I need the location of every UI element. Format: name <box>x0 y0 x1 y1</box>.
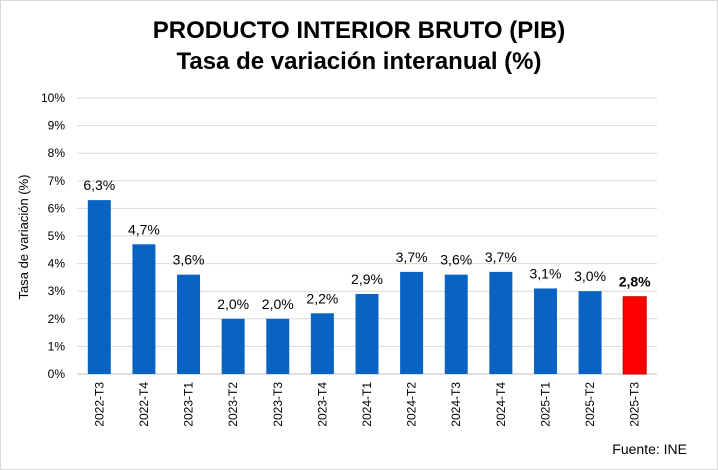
bar-2023-T2 <box>221 318 245 374</box>
chart-subtitle: Tasa de variación interanual (%) <box>176 48 542 75</box>
y-tick-label: 10% <box>41 91 65 105</box>
bar-2024-T1 <box>355 293 379 374</box>
bar-2024-T2 <box>400 271 424 374</box>
bar-2023-T1 <box>177 274 201 374</box>
bar-2023-T3 <box>266 318 290 374</box>
data-label: 6,3% <box>83 177 115 193</box>
data-label: 2,2% <box>306 290 338 306</box>
y-tick-label: 8% <box>48 146 66 160</box>
x-tick-label: 2025-T1 <box>538 382 552 427</box>
grid-layer <box>77 97 657 375</box>
data-labels: 6,3% 4,7% 3,6% 2,0% 2,0% 2,2% 2,9% 3,7% 3,6% 3,7%… <box>83 177 651 312</box>
data-label: 2,0% <box>262 296 294 312</box>
x-tick-label: 2025-T3 <box>628 382 642 427</box>
y-tick-label: 6% <box>48 201 66 215</box>
data-label: 2,8% <box>619 274 651 290</box>
y-tick-label: 3% <box>48 284 66 298</box>
bars <box>87 200 647 375</box>
x-tick-label: 2024-T2 <box>405 382 419 427</box>
chart-title-block: PRODUCTO INTERIOR BRUTO (PIB) Tasa de va… <box>1 15 717 77</box>
x-tick-labels: 2022-T3 2022-T4 2023-T1 2023-T2 2023-T3 2023-… <box>92 382 641 427</box>
y-tick-label: 4% <box>48 257 66 271</box>
x-tick-label: 2022-T3 <box>92 382 106 427</box>
y-tick-label: 1% <box>48 339 66 353</box>
x-tick-label: 2023-T4 <box>315 382 329 427</box>
data-label: 3,1% <box>530 265 562 281</box>
data-label: 3,7% <box>485 249 517 265</box>
data-label: 2,0% <box>217 296 249 312</box>
y-tick-label: 7% <box>48 174 66 188</box>
bar-2022-T3 <box>87 200 111 374</box>
data-label: 3,6% <box>440 252 472 268</box>
chart-title: PRODUCTO INTERIOR BRUTO (PIB) <box>152 17 566 44</box>
source-note: Fuente: INE <box>612 441 687 457</box>
x-tick-label: 2024-T3 <box>449 382 463 427</box>
bar-2024-T4 <box>489 271 513 374</box>
x-tick-label: 2024-T1 <box>360 382 374 427</box>
y-tick-label: 9% <box>48 119 66 133</box>
data-label: 3,0% <box>574 268 606 284</box>
bar-2025-T1 <box>533 288 557 374</box>
data-label: 3,7% <box>396 249 428 265</box>
x-tick-label: 2023-T1 <box>182 382 196 427</box>
data-label: 2,9% <box>351 271 383 287</box>
bar-2023-T4 <box>310 313 334 374</box>
data-label: 4,7% <box>128 221 160 237</box>
bar-2025-T3 <box>622 296 647 375</box>
bar-2024-T3 <box>444 274 468 374</box>
y-tick-labels: 0% 1% 2% 3% 4% 5% 6% 7% 8% 9% 10% <box>41 91 65 381</box>
y-tick-label: 5% <box>48 229 66 243</box>
x-tick-label: 2022-T4 <box>137 382 151 427</box>
x-tick-label: 2025-T2 <box>583 382 597 427</box>
bar-2022-T4 <box>132 244 156 374</box>
x-tick-label: 2024-T4 <box>494 382 508 427</box>
y-tick-label: 0% <box>48 367 66 381</box>
x-tick-label: 2023-T2 <box>226 382 240 427</box>
x-tick-label: 2023-T3 <box>271 382 285 427</box>
bar-2025-T2 <box>578 291 602 374</box>
data-label: 3,6% <box>173 252 205 268</box>
y-axis-label: Tasa de variación (%) <box>16 175 31 300</box>
y-tick-label: 2% <box>48 312 66 326</box>
